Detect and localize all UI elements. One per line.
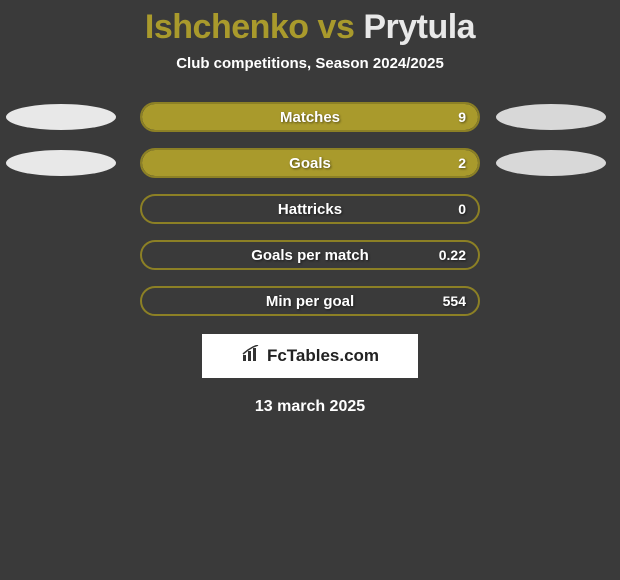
player-left-oval xyxy=(6,104,116,130)
stat-bar: Min per goal 554 xyxy=(140,286,480,316)
logo-box: FcTables.com xyxy=(202,334,418,378)
stat-label: Matches xyxy=(280,109,340,126)
player-right-oval xyxy=(496,150,606,176)
stat-row: Hattricks 0 xyxy=(0,194,620,224)
stat-bar: Goals 2 xyxy=(140,148,480,178)
stat-row: Matches 9 xyxy=(0,102,620,132)
player-right-name: Prytula xyxy=(363,8,475,46)
stat-value: 2 xyxy=(458,155,466,171)
stat-label: Goals xyxy=(289,155,331,172)
stat-row: Min per goal 554 xyxy=(0,286,620,316)
comparison-title: Ishchenko vs Prytula xyxy=(0,0,620,47)
subtitle: Club competitions, Season 2024/2025 xyxy=(0,55,620,72)
stat-value: 0.22 xyxy=(439,247,466,263)
date: 13 march 2025 xyxy=(0,398,620,416)
player-right-oval xyxy=(496,104,606,130)
player-left-oval xyxy=(6,150,116,176)
stat-bar: Matches 9 xyxy=(140,102,480,132)
stat-label: Hattricks xyxy=(278,201,342,218)
logo: FcTables.com xyxy=(241,345,379,368)
stat-bar: Hattricks 0 xyxy=(140,194,480,224)
player-left-name: Ishchenko xyxy=(145,8,309,46)
title-vs: vs xyxy=(318,8,355,46)
bar-chart-icon xyxy=(241,345,263,368)
stat-value: 9 xyxy=(458,109,466,125)
stat-row: Goals 2 xyxy=(0,148,620,178)
stat-bar: Goals per match 0.22 xyxy=(140,240,480,270)
stat-row: Goals per match 0.22 xyxy=(0,240,620,270)
stat-value: 554 xyxy=(443,293,466,309)
stat-label: Goals per match xyxy=(251,247,369,264)
logo-text: FcTables.com xyxy=(267,346,379,366)
stat-label: Min per goal xyxy=(266,293,354,310)
stat-value: 0 xyxy=(458,201,466,217)
stat-rows: Matches 9 Goals 2 Hattricks 0 Goals per match 0… xyxy=(0,102,620,316)
